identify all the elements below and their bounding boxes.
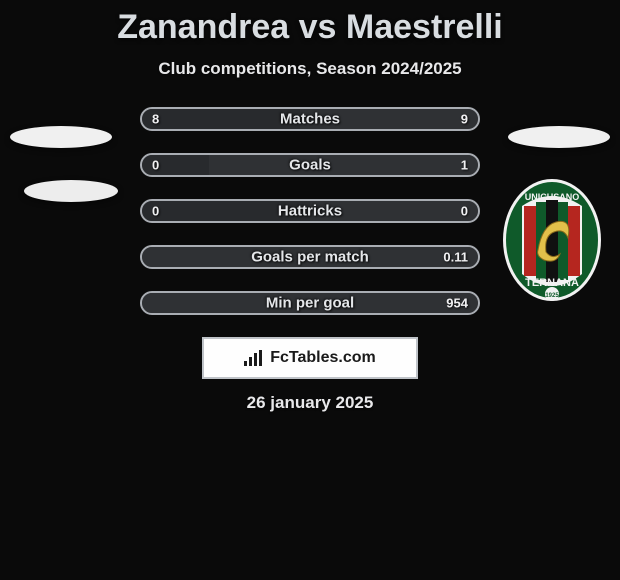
bar-fill-right [300, 109, 478, 129]
comparison-title: Zanandrea vs Maestrelli [0, 0, 620, 47]
bar-right-value: 0.11 [443, 250, 468, 265]
bar-right-value: 954 [446, 296, 468, 311]
stat-bar: 00Hattricks [140, 199, 480, 223]
bar-fill-left [142, 109, 300, 129]
bar-fill-right [310, 201, 478, 221]
brand-text: FcTables.com [270, 349, 376, 367]
bar-fill-right [209, 155, 478, 175]
player-left-avatar-body [24, 180, 118, 202]
bar-right-value: 9 [461, 112, 468, 127]
bar-chart-icon [244, 350, 264, 366]
stat-bar: 89Matches [140, 107, 480, 131]
bar-right-value: 0 [461, 204, 468, 219]
player-left-avatar-head [10, 126, 112, 148]
player-right-avatar-head [508, 126, 610, 148]
stat-bar: 01Goals [140, 153, 480, 177]
club-badge-ternana: UNICUSANO TERNANA 1925 [502, 178, 602, 302]
club-top-text: UNICUSANO [525, 192, 580, 202]
bar-right-value: 1 [461, 158, 468, 173]
stat-bar: 954Min per goal [140, 291, 480, 315]
club-year-text: 1925 [545, 293, 559, 299]
bar-left-value: 0 [152, 158, 159, 173]
bar-fill-right [142, 247, 478, 267]
comparison-subtitle: Club competitions, Season 2024/2025 [0, 59, 620, 79]
snapshot-date: 26 january 2025 [0, 393, 620, 413]
bar-left-value: 8 [152, 112, 159, 127]
bar-left-value: 0 [152, 204, 159, 219]
stat-bar: 0.11Goals per match [140, 245, 480, 269]
brand-badge[interactable]: FcTables.com [202, 337, 418, 379]
bar-fill-left [142, 201, 310, 221]
bar-fill-right [142, 293, 478, 313]
